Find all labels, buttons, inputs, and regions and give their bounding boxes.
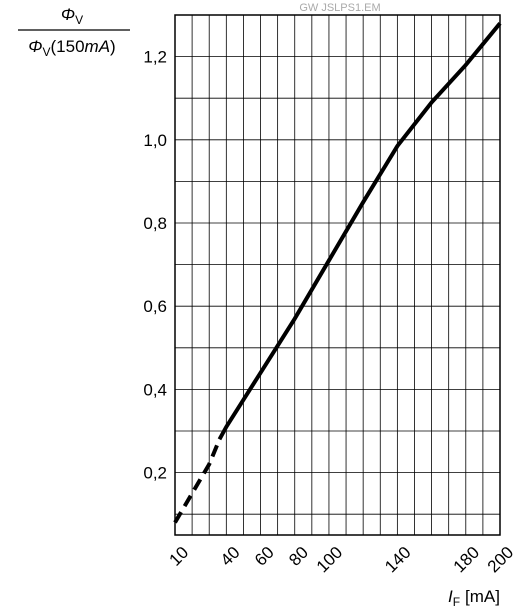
symbol: I	[448, 587, 453, 606]
unit: [mA]	[465, 587, 500, 606]
y-tick-label: 0,4	[143, 380, 167, 399]
y-tick-label: 1,0	[143, 131, 167, 150]
y-tick-label: 0,6	[143, 297, 167, 316]
x-tick-label: 40	[217, 543, 244, 570]
x-tick-label: 140	[381, 543, 414, 576]
unit: mA	[85, 37, 111, 56]
y-tick-label: 0,8	[143, 214, 167, 233]
chart-title: GW JSLPS1.EM	[299, 2, 380, 14]
y-tick-label: 1,2	[143, 48, 167, 67]
y-label-denominator: ΦV(150mA)	[28, 37, 115, 59]
subscript: V	[75, 13, 83, 27]
subscript: F	[453, 595, 460, 609]
y-tick-label: 0,2	[143, 464, 167, 483]
x-tick-label: 60	[251, 543, 278, 570]
subscript: V	[43, 45, 51, 59]
symbol: Φ	[28, 37, 42, 56]
x-tick-label: 180	[450, 543, 483, 576]
x-tick-label: 100	[313, 543, 346, 576]
x-tick-label: 200	[484, 543, 517, 576]
plot-frame	[174, 14, 501, 536]
x-tick-label: 10	[165, 543, 192, 570]
data-line	[217, 22, 502, 441]
data-line	[173, 438, 222, 524]
x-label: IF [mA]	[448, 587, 500, 609]
y-label-numerator: ΦV	[61, 5, 83, 27]
symbol: Φ	[61, 5, 75, 24]
close: )	[110, 37, 116, 56]
text: (150	[51, 37, 85, 56]
x-tick-label: 80	[285, 543, 312, 570]
